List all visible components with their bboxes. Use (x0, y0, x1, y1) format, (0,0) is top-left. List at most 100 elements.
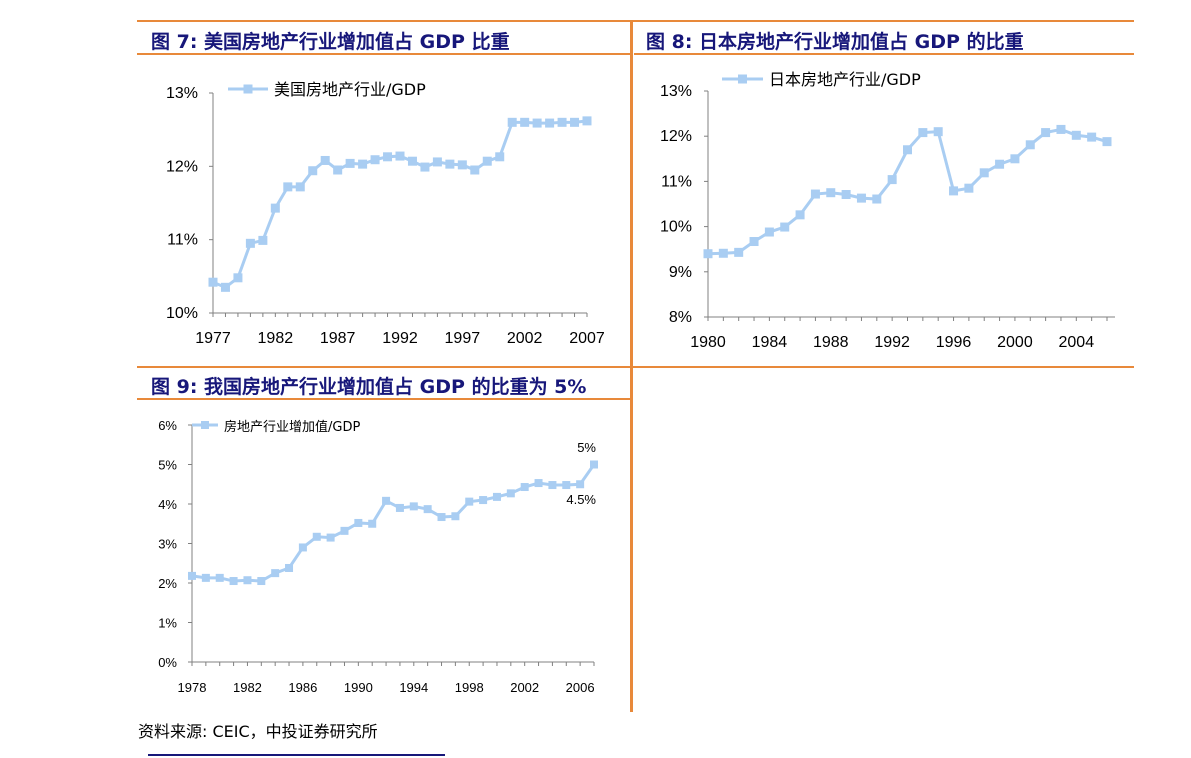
us-plot: 10% 11% 12% 13% 1977 1982 1987 1992 1997 2002 2007… (166, 80, 605, 347)
japan-data-point (1071, 130, 1081, 140)
us-data-point (233, 273, 243, 283)
china-data-point (451, 512, 460, 521)
us-data-point (457, 160, 467, 170)
us-data-point (420, 162, 430, 172)
japan-data-point (1056, 124, 1066, 134)
middle-rule (137, 366, 1134, 368)
us-data-point (345, 158, 355, 168)
japan-plot: 8% 9% 10% 11% 12% 13% 1980 1984 1988 1992 1996 2000… (660, 70, 1115, 351)
japan-data-point (1102, 137, 1112, 147)
figure7-title: 图 7: 美国房地产行业增加值占 GDP 比重 (151, 31, 510, 53)
japan-x-tick-label: 1980 (690, 334, 726, 351)
title-rule-right (634, 53, 1134, 55)
us-data-point (283, 182, 293, 192)
us-data-point (557, 117, 567, 127)
china-data-point (548, 481, 557, 490)
japan-data-point (703, 249, 713, 259)
us-x-tick-label: 1982 (258, 330, 294, 347)
china-data-point (562, 481, 571, 490)
china-data-point (479, 496, 488, 505)
us-legend-label: 美国房地产行业/GDP (274, 80, 426, 99)
japan-x-tick-label: 1992 (874, 334, 910, 351)
us-series-line (212, 119, 588, 290)
china-annotation: 5% (577, 440, 596, 455)
us-data-point (520, 117, 530, 127)
japan-y-tick-label: 13% (660, 83, 692, 100)
us-data-point (495, 152, 505, 162)
japan-data-point (749, 237, 759, 247)
us-data-point (358, 159, 368, 169)
china-x-tick-label: 1994 (399, 680, 428, 695)
title-rule-fig9 (137, 398, 631, 400)
us-x-tick-label: 2002 (507, 330, 543, 347)
china-data-point (229, 577, 238, 586)
china-x-tick-label: 1990 (344, 680, 373, 695)
china-data-point (215, 573, 224, 582)
figure8-title: 图 8: 日本房地产行业增加值占 GDP 的比重 (646, 31, 1024, 53)
china-data-point (340, 526, 349, 535)
japan-data-point (1025, 140, 1035, 150)
us-data-point (258, 235, 268, 245)
china-x-tick-label: 1986 (288, 680, 317, 695)
japan-data-point (764, 227, 774, 237)
china-data-point (298, 543, 307, 552)
us-data-point (383, 152, 393, 162)
japan-data-point (1087, 132, 1097, 142)
figure9-title: 图 9: 我国房地产行业增加值占 GDP 的比重为 5% (151, 376, 587, 398)
us-data-point (545, 118, 555, 128)
us-data-point (320, 155, 330, 165)
china-data-point (201, 573, 210, 582)
china-y-tick-label: 0% (158, 655, 177, 670)
china-data-point (409, 502, 418, 511)
japan-data-point (933, 127, 943, 137)
us-data-point (407, 156, 417, 166)
china-y-tick-label: 2% (158, 576, 177, 591)
japan-y-tick-label: 10% (660, 219, 692, 236)
china-data-point (326, 533, 335, 542)
us-y-tick-label: 11% (167, 232, 198, 249)
us-x-tick-label: 1992 (382, 330, 418, 347)
japan-data-point (780, 222, 790, 232)
china-data-point (257, 577, 266, 586)
japan-y-tick-label: 12% (660, 128, 692, 145)
vertical-divider (630, 20, 633, 712)
us-data-point (582, 116, 592, 126)
japan-data-point (1041, 128, 1051, 138)
china-data-point (382, 496, 391, 505)
japan-y-tick-label: 9% (669, 264, 692, 281)
japan-data-point (856, 193, 866, 203)
japan-data-point (718, 248, 728, 258)
us-y-tick-label: 10% (166, 305, 198, 322)
us-x-tick-label: 2007 (569, 330, 605, 347)
source-note: 资料来源: CEIC，中投证券研究所 (138, 722, 378, 741)
japan-data-point (964, 183, 974, 193)
us-data-point (507, 117, 517, 127)
us-y-tick-label: 13% (166, 85, 198, 102)
china-y-tick-label: 4% (158, 497, 177, 512)
china-data-point (423, 505, 432, 514)
japan-x-tick-label: 1996 (936, 334, 972, 351)
china-data-point (534, 479, 543, 488)
japan-y-tick-label: 8% (669, 309, 692, 326)
us-data-point (333, 165, 343, 175)
title-rule-left (137, 53, 631, 55)
china-data-point (243, 576, 252, 585)
japan-data-point (1010, 154, 1020, 164)
china-x-tick-label: 1998 (455, 680, 484, 695)
china-x-tick-label: 1982 (233, 680, 262, 695)
china-legend-marker (201, 421, 209, 429)
top-rule (137, 20, 1134, 22)
china-data-point (312, 532, 321, 541)
china-data-point (285, 563, 294, 572)
japan-x-tick-label: 2000 (997, 334, 1033, 351)
china-legend-label: 房地产行业增加值/GDP (224, 419, 360, 435)
japan-data-point (995, 159, 1005, 169)
us-data-point (532, 118, 542, 128)
china-x-tick-label: 2002 (510, 680, 539, 695)
japan-data-point (903, 145, 912, 155)
source-rule (148, 754, 445, 756)
us-data-point (220, 282, 230, 292)
us-data-point (570, 117, 580, 127)
china-y-tick-label: 1% (158, 616, 177, 631)
us-data-point (295, 182, 305, 192)
